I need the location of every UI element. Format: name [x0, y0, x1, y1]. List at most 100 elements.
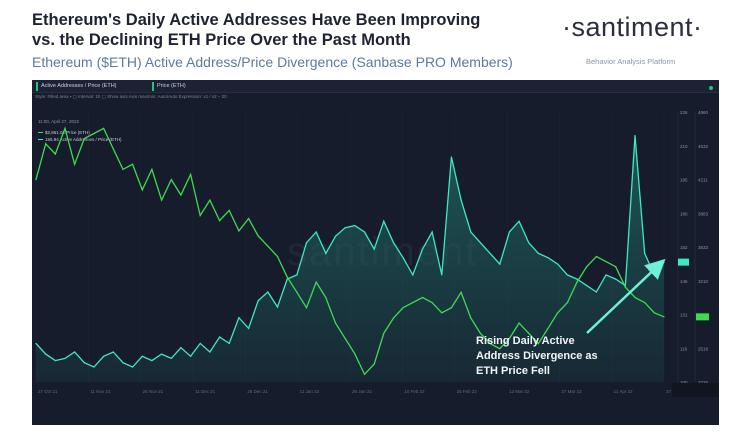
- y-tick-label-right: 4211: [698, 178, 708, 183]
- annotation-line-3: ETH Price Fell: [476, 365, 550, 377]
- x-tick-label: 26 Nov 21: [143, 389, 164, 394]
- ratio-point: [489, 252, 491, 255]
- ratio-point: [112, 351, 114, 353]
- ratio-point: [35, 342, 37, 345]
- price-point: [103, 127, 105, 129]
- tab-label: Price (ETH): [157, 83, 186, 89]
- price-point: [228, 209, 230, 211]
- price-point: [238, 230, 240, 232]
- ratio-point: [132, 366, 134, 368]
- ratio-point: [305, 242, 308, 244]
- tab-label: Active Addresses / Price (ETH): [41, 83, 117, 89]
- ratio-point: [586, 284, 588, 287]
- chart-panel: Active Addresses / Price (ETH) Price (ET…: [32, 80, 719, 425]
- price-point: [431, 301, 433, 304]
- price-point: [576, 281, 578, 283]
- price-point: [305, 307, 308, 309]
- legend-price-label: $2,861.02 Price (ETH): [45, 130, 90, 135]
- chart-options[interactable]: Style: Filled area ▪ ▢ Interval: 1h ▢ Sh…: [35, 94, 227, 99]
- ratio-point: [64, 357, 66, 360]
- price-point: [354, 353, 356, 355]
- price-point: [373, 363, 375, 365]
- ratio-point: [595, 291, 597, 293]
- tab-active-addresses-price[interactable]: Active Addresses / Price (ETH): [36, 82, 153, 91]
- price-point: [383, 332, 385, 334]
- santiment-logo: ·santiment·: [562, 12, 703, 42]
- ratio-point: [537, 252, 539, 255]
- y-tick-label-right: 3533: [698, 245, 709, 250]
- price-point: [566, 301, 568, 304]
- price-point: [35, 179, 37, 181]
- ratio-area: [36, 135, 664, 382]
- ratio-point: [247, 327, 250, 330]
- y-tick-label-left: 162: [680, 245, 688, 250]
- ratio-point: [644, 252, 646, 255]
- divergence-annotation: Rising Daily Active Address Divergence a…: [476, 334, 636, 379]
- y-tick-label-right: 2518: [698, 346, 709, 351]
- price-point: [170, 179, 172, 181]
- price-point: [470, 317, 472, 319]
- price-point: [392, 317, 395, 319]
- ratio-point: [624, 284, 626, 287]
- ratio-point: [499, 263, 501, 265]
- x-tick-label: 11 Apr 22: [614, 389, 633, 394]
- y-tick-label-right: 4532: [698, 144, 709, 149]
- ratio-point: [325, 252, 327, 255]
- x-tick-label: 10 Feb 22: [404, 389, 425, 394]
- ratio-point: [402, 257, 404, 259]
- ratio-point: [528, 242, 530, 244]
- ratio-point: [450, 156, 453, 158]
- ratio-point: [557, 263, 559, 265]
- ratio-point: [257, 299, 259, 302]
- price-point: [595, 255, 597, 258]
- ratio-point: [315, 231, 317, 233]
- price-point: [189, 173, 192, 176]
- legend-swatch: [38, 132, 43, 134]
- title-line-2: vs. the Declining ETH Price Over the Pas…: [32, 31, 411, 49]
- ratio-point: [141, 355, 143, 357]
- ratio-point: [170, 357, 172, 360]
- price-point: [518, 322, 520, 324]
- price-point: [54, 153, 56, 155]
- chart-toolbar: Active Addresses / Price (ETH) Price (ET…: [32, 80, 719, 93]
- price-point: [132, 163, 134, 165]
- ratio-point: [653, 274, 655, 276]
- ratio-point: [344, 227, 346, 229]
- x-tick-label: 27 Mar 22: [561, 389, 582, 394]
- ratio-point: [180, 347, 182, 349]
- price-point: [315, 281, 317, 283]
- legend-swatch: [38, 139, 43, 141]
- ratio-point: [634, 134, 636, 137]
- price-point: [286, 276, 288, 278]
- legend-date: 11:00, April 27, 2022: [38, 119, 79, 124]
- price-line: [35, 126, 665, 376]
- ratio-point: [363, 231, 366, 233]
- y-tick-label-right: 3863: [698, 211, 709, 216]
- ratio-point: [576, 278, 578, 280]
- x-tick-label: 27 Oct 21: [38, 389, 58, 394]
- ratio-point: [296, 274, 298, 276]
- price-point: [64, 127, 66, 129]
- price-point: [199, 214, 201, 217]
- x-tick-label: 11 Nov 21: [90, 389, 111, 394]
- ratio-point: [209, 351, 211, 353]
- y-tick-label-left: 146: [680, 279, 688, 284]
- ratio-point: [83, 362, 85, 364]
- price-point: [122, 168, 124, 170]
- ratio-point: [615, 278, 617, 280]
- price-point: [74, 163, 76, 165]
- chart-title: Ethereum's Daily Active Addresses Have B…: [32, 10, 552, 50]
- navigator-bar[interactable]: [672, 383, 719, 397]
- legend-price: $2,861.02 Price (ETH): [38, 130, 90, 135]
- price-point: [247, 217, 250, 220]
- price-point: [653, 312, 655, 314]
- ratio-point: [189, 355, 192, 357]
- price-point: [363, 373, 366, 375]
- tab-price[interactable]: Price (ETH): [152, 82, 217, 91]
- ratio-point: [508, 231, 511, 233]
- ratio-point: [354, 224, 356, 227]
- ratio-point: [238, 317, 240, 319]
- ratio-point: [93, 366, 95, 368]
- annotation-line-2: Address Divergence as: [476, 350, 598, 362]
- price-point: [344, 337, 346, 340]
